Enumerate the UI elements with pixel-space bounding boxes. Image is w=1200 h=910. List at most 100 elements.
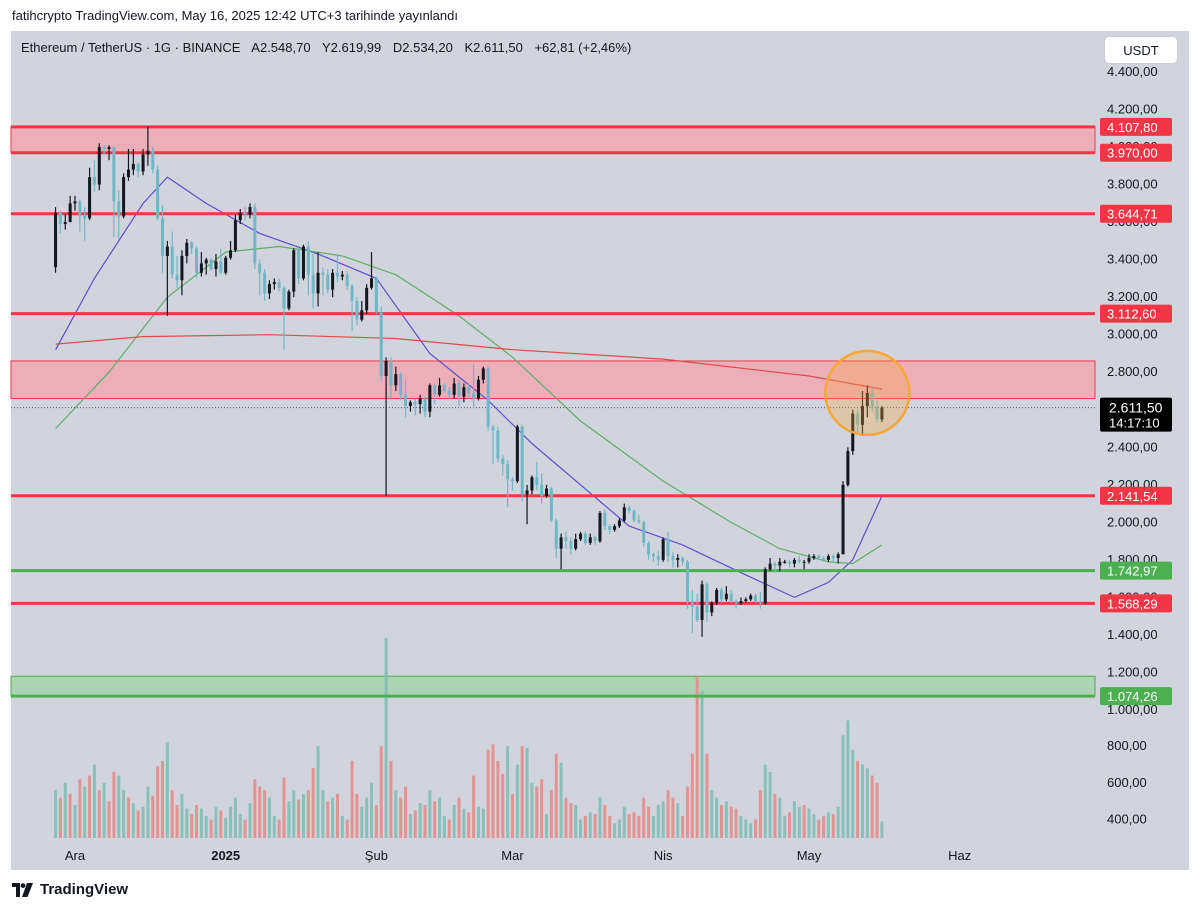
candle-body[interactable] <box>199 263 203 273</box>
candle-body[interactable] <box>598 512 602 542</box>
candle-body[interactable] <box>408 402 412 407</box>
candle-body[interactable] <box>841 484 845 555</box>
candle-body[interactable] <box>374 278 378 313</box>
candle-body[interactable] <box>749 595 753 600</box>
candle-body[interactable] <box>54 212 58 268</box>
candle-body[interactable] <box>705 584 709 613</box>
candle-body[interactable] <box>506 464 510 480</box>
candle-body[interactable] <box>399 374 403 395</box>
candle-body[interactable] <box>661 539 665 560</box>
candle-body[interactable] <box>476 379 480 399</box>
chart-background[interactable] <box>11 31 1189 870</box>
candle-body[interactable] <box>700 584 704 620</box>
candle-body[interactable] <box>715 589 719 604</box>
candle-body[interactable] <box>817 556 821 559</box>
candle-body[interactable] <box>180 255 184 281</box>
candle-body[interactable] <box>267 284 271 294</box>
candle-body[interactable] <box>156 169 160 219</box>
candle-body[interactable] <box>311 274 315 294</box>
candle-body[interactable] <box>175 274 179 281</box>
candle-body[interactable] <box>549 488 553 521</box>
candle-body[interactable] <box>160 218 165 256</box>
candle-body[interactable] <box>719 589 724 600</box>
candle-body[interactable] <box>472 392 476 399</box>
candle-body[interactable] <box>822 558 826 560</box>
candle-body[interactable] <box>588 537 592 543</box>
candle-body[interactable] <box>593 537 597 542</box>
candle-body[interactable] <box>233 220 237 251</box>
candle-body[interactable] <box>272 282 276 285</box>
candle-body[interactable] <box>214 261 218 270</box>
candle-body[interactable] <box>404 394 408 407</box>
candle-body[interactable] <box>792 559 796 564</box>
candle-body[interactable] <box>92 177 96 185</box>
candle-body[interactable] <box>467 387 471 393</box>
candle-body[interactable] <box>530 477 534 491</box>
candle-body[interactable] <box>637 520 641 523</box>
candle-body[interactable] <box>78 201 82 215</box>
candle-body[interactable] <box>248 207 252 215</box>
candle-body[interactable] <box>282 287 286 309</box>
candle-body[interactable] <box>603 512 607 527</box>
candle-body[interactable] <box>554 520 558 549</box>
candle-body[interactable] <box>394 374 398 386</box>
candle-body[interactable] <box>238 212 242 221</box>
candle-body[interactable] <box>656 556 660 560</box>
candle-body[interactable] <box>875 407 879 420</box>
candle-body[interactable] <box>865 392 869 407</box>
candle-body[interactable] <box>277 282 281 288</box>
candle-body[interactable] <box>355 300 359 320</box>
candle-body[interactable] <box>647 542 651 555</box>
candle-body[interactable] <box>870 392 874 408</box>
candle-body[interactable] <box>102 147 106 149</box>
candle-body[interactable] <box>836 554 840 559</box>
candle-body[interactable] <box>68 203 72 223</box>
candle-body[interactable] <box>651 554 655 557</box>
candle-body[interactable] <box>185 242 189 256</box>
candle-body[interactable] <box>768 563 772 570</box>
candle-body[interactable] <box>136 163 140 172</box>
tradingview-logo[interactable]: TradingView <box>12 881 128 898</box>
candle-body[interactable] <box>695 606 699 620</box>
candle-body[interactable] <box>350 285 354 301</box>
candle-body[interactable] <box>219 261 223 273</box>
candle-body[interactable] <box>389 360 393 386</box>
candle-body[interactable] <box>170 246 174 275</box>
currency-button[interactable]: USDT <box>1104 36 1178 64</box>
candle-body[interactable] <box>763 569 767 604</box>
candle-body[interactable] <box>224 257 228 273</box>
candle-body[interactable] <box>807 558 811 562</box>
candle-body[interactable] <box>826 556 830 560</box>
candle-body[interactable] <box>758 601 762 604</box>
candle-body[interactable] <box>788 561 792 564</box>
candle-body[interactable] <box>253 207 257 264</box>
candle-body[interactable] <box>681 558 685 562</box>
candle-body[interactable] <box>535 477 539 485</box>
candle-body[interactable] <box>690 601 694 607</box>
candle-body[interactable] <box>292 250 296 292</box>
candle-body[interactable] <box>195 248 199 273</box>
candle-body[interactable] <box>685 561 689 602</box>
candle-body[interactable] <box>190 242 194 249</box>
candle-body[interactable] <box>316 272 320 294</box>
candle-body[interactable] <box>258 263 262 273</box>
candle-body[interactable] <box>204 259 208 264</box>
candle-body[interactable] <box>301 246 305 279</box>
candle-body[interactable] <box>734 601 738 604</box>
candle-body[interactable] <box>122 177 126 217</box>
candle-body[interactable] <box>754 595 758 602</box>
candle-body[interactable] <box>510 479 514 482</box>
candle-body[interactable] <box>831 556 835 559</box>
candle-body[interactable] <box>88 177 92 219</box>
candle-body[interactable] <box>608 526 612 530</box>
candle-body[interactable] <box>243 212 247 215</box>
candle-body[interactable] <box>73 201 77 204</box>
candle-body[interactable] <box>486 368 490 427</box>
candle-body[interactable] <box>126 169 130 178</box>
candle-body[interactable] <box>520 426 524 495</box>
candle-body[interactable] <box>773 563 777 566</box>
candle-body[interactable] <box>360 310 364 320</box>
candle-body[interactable] <box>583 533 587 543</box>
candle-body[interactable] <box>306 246 310 275</box>
